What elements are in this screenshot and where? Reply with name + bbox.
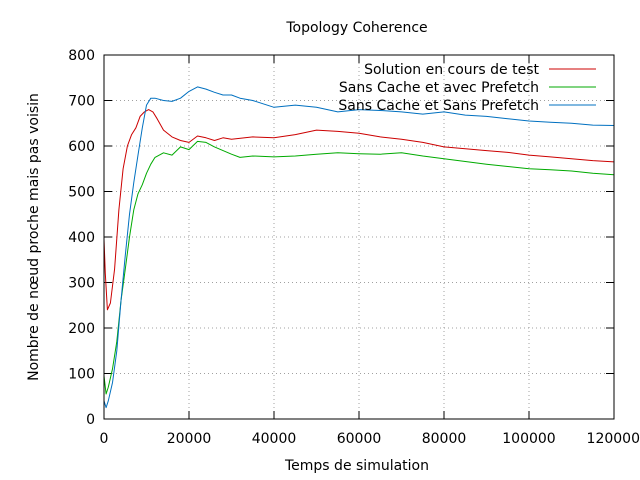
x-tick-label: 80000 [422, 431, 467, 447]
x-axis-label: Temps de simulation [284, 458, 429, 474]
series-line-1 [103, 109, 615, 311]
legend-label-1: Solution en cours de test [364, 62, 539, 78]
y-tick-label: 0 [86, 412, 95, 428]
legend-label-2: Sans Cache et avec Prefetch [339, 80, 539, 96]
legend: Solution en cours de test Sans Cache et a… [338, 62, 596, 114]
x-tick-label: 60000 [337, 431, 382, 447]
x-tick-label: 0 [100, 431, 109, 447]
x-tick-label: 20000 [167, 431, 212, 447]
y-tick-label: 200 [68, 321, 95, 337]
y-tick-labels: 0 100 200 300 400 500 600 700 800 [68, 48, 95, 428]
grid-lines [104, 55, 614, 419]
legend-label-3: Sans Cache et Sans Prefetch [338, 98, 539, 114]
chart-title: Topology Coherence [285, 20, 427, 36]
y-axis-label: Nombre de nœud proche mais pas voisin [26, 93, 42, 381]
y-tick-label: 700 [68, 94, 95, 110]
y-tick-label: 400 [68, 230, 95, 246]
x-tick-label: 100000 [502, 431, 555, 447]
series-lines [103, 86, 615, 409]
y-tick-label: 300 [68, 276, 95, 292]
y-tick-label: 800 [68, 48, 95, 64]
x-tick-label: 120000 [587, 431, 640, 447]
series-line-2 [103, 140, 615, 395]
plot-border [103, 54, 615, 420]
y-tick-label: 500 [68, 185, 95, 201]
x-tick-labels: 0 20000 40000 60000 80000 100000 120000 [100, 431, 640, 447]
y-tick-label: 600 [68, 139, 95, 155]
x-tick-label: 40000 [252, 431, 297, 447]
series-line-3 [103, 86, 615, 409]
y-tick-label: 100 [68, 367, 95, 383]
